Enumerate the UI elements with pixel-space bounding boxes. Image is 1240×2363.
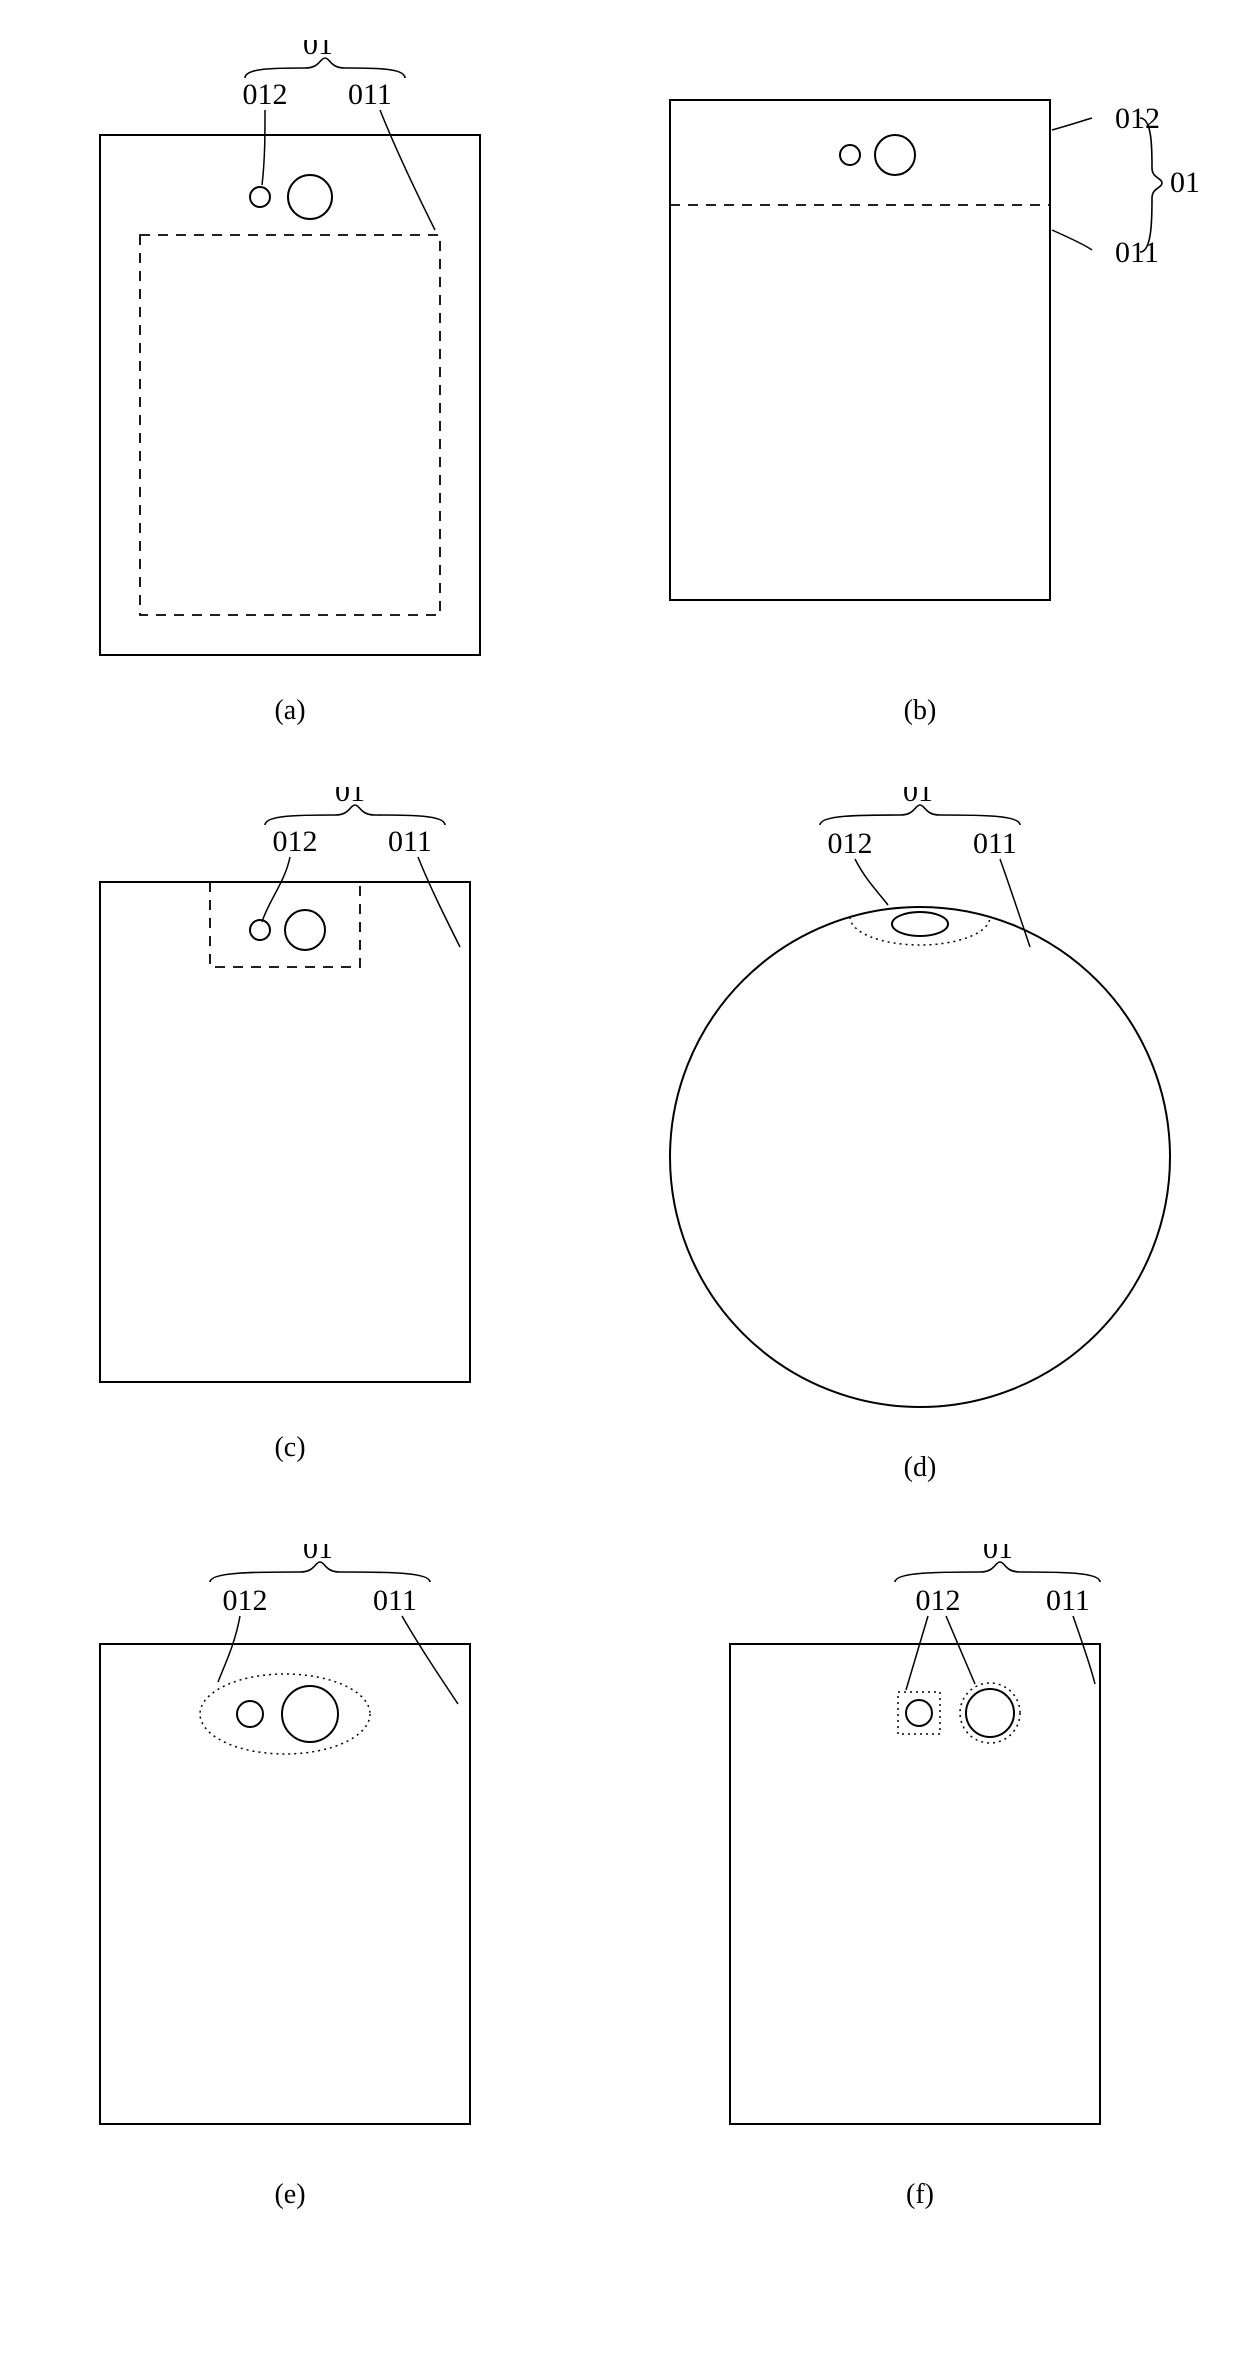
subfigure-c-svg: 01 012 011: [40, 787, 540, 1407]
label-012: 012: [828, 827, 873, 860]
leader-011: 011: [388, 825, 460, 947]
caption-d: (d): [904, 1452, 937, 1484]
outer-rect: [730, 1644, 1100, 2124]
subfigure-d: 01 012 011 (d): [640, 787, 1200, 1484]
label-011: 011: [1046, 1584, 1090, 1617]
leader-012: 012: [906, 1584, 975, 1690]
subfigure-d-svg: 01 012 011: [650, 787, 1190, 1427]
label-011: 011: [388, 825, 432, 858]
caption-a: (a): [274, 695, 305, 727]
subfigure-e: 01 012 011 (e): [40, 1544, 540, 2211]
small-circle: [840, 145, 860, 165]
label-011: 011: [973, 827, 1017, 860]
brace-01: 01: [1140, 118, 1200, 252]
dotted-square: [898, 1692, 940, 1734]
leader-012: 012: [243, 78, 288, 185]
small-circle: [250, 920, 270, 940]
dotted-lens: [850, 917, 990, 945]
dashed-inner-rect: [140, 235, 440, 615]
small-circle: [237, 1701, 263, 1727]
outer-rect: [100, 135, 480, 655]
label-012: 012: [243, 78, 288, 111]
dotted-ellipse: [200, 1674, 370, 1754]
leader-011: 011: [1052, 230, 1159, 269]
outer-rect: [100, 1644, 470, 2124]
leader-012: 012: [1052, 102, 1160, 135]
subfigure-b: 01 012 011 (b): [640, 40, 1200, 727]
leader-011: 011: [348, 78, 435, 230]
figure-grid: 01 012 011 (a): [40, 40, 1200, 2211]
caption-e: (e): [274, 2179, 305, 2211]
label-01: 01: [303, 40, 333, 61]
large-circle: [288, 175, 332, 219]
subfigure-f-svg: 01 012 011: [670, 1544, 1170, 2154]
label-01: 01: [983, 1544, 1013, 1565]
inner-ellipse: [892, 912, 948, 936]
label-011: 011: [348, 78, 392, 111]
large-circle: [285, 910, 325, 950]
subfigure-e-svg: 01 012 011: [40, 1544, 540, 2154]
brace-01: 01: [265, 787, 445, 825]
brace-01: 01: [210, 1544, 430, 1582]
label-012: 012: [1115, 102, 1160, 135]
label-01: 01: [1170, 166, 1200, 199]
circle-body: [670, 907, 1170, 1407]
subfigure-c: 01 012 011 (c): [40, 787, 540, 1484]
outer-rect: [100, 882, 470, 1382]
brace-01: 01: [245, 40, 405, 78]
leader-012: 012: [262, 825, 318, 922]
small-circle: [250, 187, 270, 207]
large-circle: [282, 1686, 338, 1742]
leader-011: 011: [1046, 1584, 1095, 1684]
brace-01: 01: [895, 1544, 1100, 1582]
caption-f: (f): [906, 2179, 934, 2211]
caption-c: (c): [274, 1432, 305, 1464]
label-012: 012: [916, 1584, 961, 1617]
subfigure-a-svg: 01 012 011: [40, 40, 540, 670]
subfigure-b-svg: 01 012 011: [640, 40, 1200, 670]
brace-01: 01: [820, 787, 1020, 825]
large-circle: [875, 135, 915, 175]
small-circle: [906, 1700, 932, 1726]
label-01: 01: [303, 1544, 333, 1565]
leader-012: 012: [828, 827, 889, 905]
label-011: 011: [373, 1584, 417, 1617]
label-01: 01: [903, 787, 933, 808]
caption-b: (b): [904, 695, 937, 727]
outer-rect: [670, 100, 1050, 600]
label-011: 011: [1115, 236, 1159, 269]
subfigure-f: 01 012 011 (f): [640, 1544, 1200, 2211]
label-01: 01: [335, 787, 365, 808]
label-012: 012: [223, 1584, 268, 1617]
leader-012: 012: [218, 1584, 268, 1682]
large-circle: [966, 1689, 1014, 1737]
label-012: 012: [273, 825, 318, 858]
subfigure-a: 01 012 011 (a): [40, 40, 540, 727]
dotted-ring: [960, 1683, 1020, 1743]
